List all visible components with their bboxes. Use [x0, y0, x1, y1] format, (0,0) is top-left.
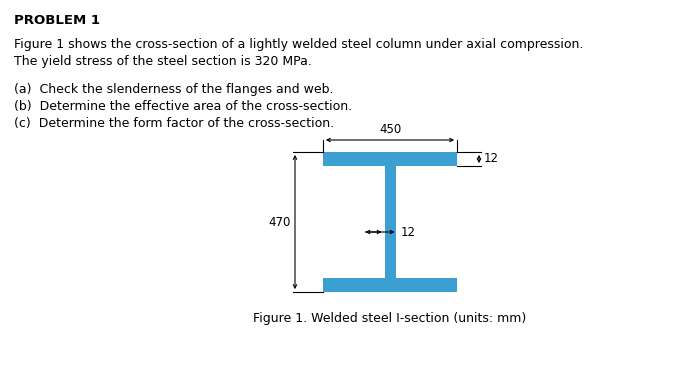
Text: PROBLEM 1: PROBLEM 1 — [14, 14, 100, 27]
Text: The yield stress of the steel section is 320 MPa.: The yield stress of the steel section is… — [14, 55, 312, 68]
Text: 12: 12 — [401, 225, 415, 239]
Bar — [323, 278, 457, 292]
Text: (a)  Check the slenderness of the flanges and web.: (a) Check the slenderness of the flanges… — [14, 83, 333, 96]
Bar — [384, 166, 396, 278]
Text: Figure 1. Welded steel I-section (units: mm): Figure 1. Welded steel I-section (units:… — [253, 312, 526, 325]
Text: 450: 450 — [379, 123, 401, 136]
Text: 470: 470 — [268, 215, 291, 228]
Text: (c)  Determine the form factor of the cross-section.: (c) Determine the form factor of the cro… — [14, 117, 334, 130]
Bar — [323, 152, 457, 166]
Text: Figure 1 shows the cross-section of a lightly welded steel column under axial co: Figure 1 shows the cross-section of a li… — [14, 38, 584, 51]
Text: 12: 12 — [484, 152, 499, 166]
Text: (b)  Determine the effective area of the cross-section.: (b) Determine the effective area of the … — [14, 100, 352, 113]
